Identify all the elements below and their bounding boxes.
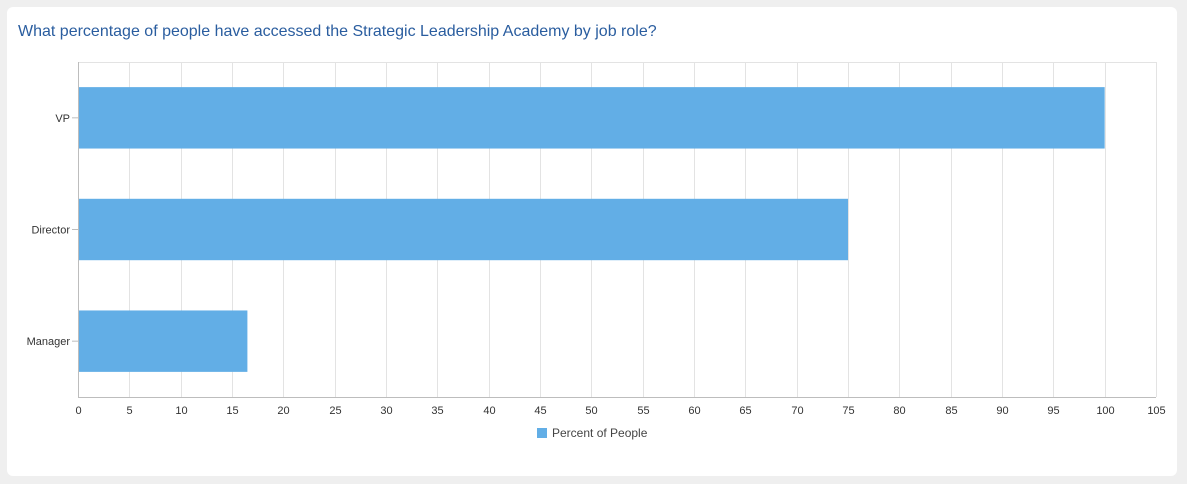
bar — [79, 198, 848, 261]
x-tick-label: 25 — [329, 405, 341, 417]
x-tick-label: 35 — [431, 405, 443, 417]
x-tick-label: 0 — [75, 405, 81, 417]
chart-legend[interactable]: Percent of People — [537, 426, 647, 440]
bar-chart: 0 5 10 15 20 25 30 35 40 45 50 55 60 65 70 75 80 85 90 95 10… — [27, 62, 1166, 417]
x-tick-label: 75 — [842, 405, 854, 417]
x-tick-label: 100 — [1096, 405, 1114, 417]
legend-swatch — [537, 428, 547, 438]
chart-title: What percentage of people have accessed … — [18, 23, 657, 40]
y-category-label: Manager — [27, 336, 71, 348]
x-tick-label: 60 — [688, 405, 700, 417]
x-tick-label: 85 — [945, 405, 957, 417]
legend-label: Percent of People — [552, 426, 648, 440]
x-tick-label: 80 — [893, 405, 905, 417]
chart-card: What percentage of people have accessed … — [7, 7, 1177, 476]
x-tick-label: 70 — [791, 405, 803, 417]
bar — [79, 310, 248, 372]
x-tick-label: 50 — [585, 405, 597, 417]
x-tick-label: 45 — [534, 405, 546, 417]
x-tick-label: 55 — [637, 405, 649, 417]
x-tick-label: 105 — [1147, 405, 1165, 417]
x-tick-label: 30 — [380, 405, 392, 417]
x-tick-label: 40 — [483, 405, 495, 417]
x-tick-label: 10 — [175, 405, 187, 417]
x-tick-label: 65 — [739, 405, 751, 417]
y-category-label: Director — [31, 225, 70, 237]
bar — [79, 87, 1105, 149]
y-category-label: VP — [55, 113, 70, 125]
x-tick-label: 5 — [126, 405, 132, 417]
x-tick-label: 15 — [226, 405, 238, 417]
x-tick-label: 20 — [277, 405, 289, 417]
x-tick-label: 95 — [1047, 405, 1059, 417]
x-tick-label: 90 — [996, 405, 1008, 417]
